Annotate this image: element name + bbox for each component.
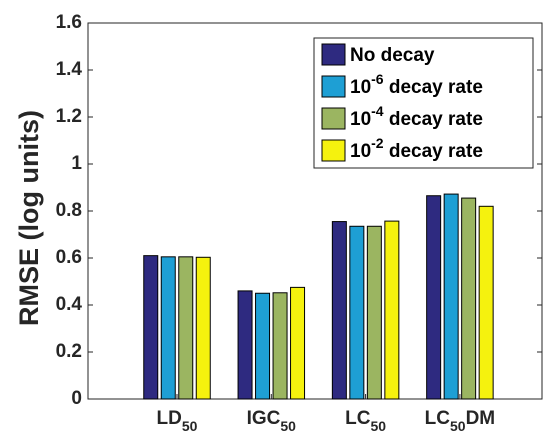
bar-no_decay-0 xyxy=(143,255,159,400)
y-axis-label: RMSE (log units) xyxy=(14,110,44,326)
bar-decay_1e-2-1 xyxy=(290,286,306,400)
x-tick-label: IGC50 xyxy=(247,408,297,434)
bar-decay_1e-2-2 xyxy=(384,220,400,400)
legend-label-decay_1e-4: 10-4 decay rate xyxy=(350,103,483,130)
legend: No decay 10-6 decay rate 10-4 decay rate 10… xyxy=(313,37,534,169)
y-tick-label: 0.4 xyxy=(56,294,83,315)
y-tick-label: 1.6 xyxy=(56,12,82,33)
legend-box xyxy=(313,37,534,169)
y-tick-label: 1.2 xyxy=(56,106,82,127)
x-tick-label: LC50DM xyxy=(425,408,495,434)
y-axis-ticks: 0 0.2 0.4 0.6 0.8 1 1.2 1.4 1.6 xyxy=(56,12,542,409)
bar-decay_1e-2-0 xyxy=(195,256,211,400)
legend-label-no_decay: No decay xyxy=(350,45,435,66)
x-tick-label: LC50 xyxy=(345,408,386,434)
legend-label-decay_1e-6: 10-6 decay rate xyxy=(350,71,483,98)
y-tick-label: 0.2 xyxy=(56,341,82,362)
legend-swatch-decay_1e-2 xyxy=(321,139,346,162)
bar-no_decay-1 xyxy=(237,290,253,400)
y-tick-label: 0.8 xyxy=(56,200,82,221)
y-tick-label: 0.6 xyxy=(56,247,82,268)
bar-decay_1e-4-2 xyxy=(366,225,382,400)
legend-label-decay_1e-2: 10-2 decay rate xyxy=(350,135,483,162)
bar-decay_1e-4-3 xyxy=(461,197,477,400)
bar-no_decay-3 xyxy=(426,195,442,400)
y-tick-label: 1.4 xyxy=(56,59,83,80)
bar-decay_1e-6-0 xyxy=(160,256,176,400)
y-tick-label: 0 xyxy=(71,388,82,409)
legend-swatch-decay_1e-4 xyxy=(321,107,346,130)
bar-decay_1e-6-2 xyxy=(349,225,365,400)
legend-items: No decay 10-6 decay rate 10-4 decay rate 10… xyxy=(321,43,483,162)
x-tick-label: LD50 xyxy=(157,408,198,434)
y-tick-label: 1 xyxy=(71,153,82,174)
bar-decay_1e-6-1 xyxy=(255,292,271,400)
bar-decay_1e-6-3 xyxy=(443,193,459,400)
bar-decay_1e-4-0 xyxy=(178,256,194,400)
bars-group xyxy=(143,193,494,400)
legend-swatch-decay_1e-6 xyxy=(321,75,346,98)
bar-decay_1e-2-3 xyxy=(478,205,494,400)
bar-decay_1e-4-1 xyxy=(272,292,288,400)
bar-no_decay-2 xyxy=(331,221,347,400)
x-axis-ticks: LD50 IGC50 LC50 LC50DM xyxy=(157,394,495,434)
legend-swatch-no_decay xyxy=(321,43,346,66)
